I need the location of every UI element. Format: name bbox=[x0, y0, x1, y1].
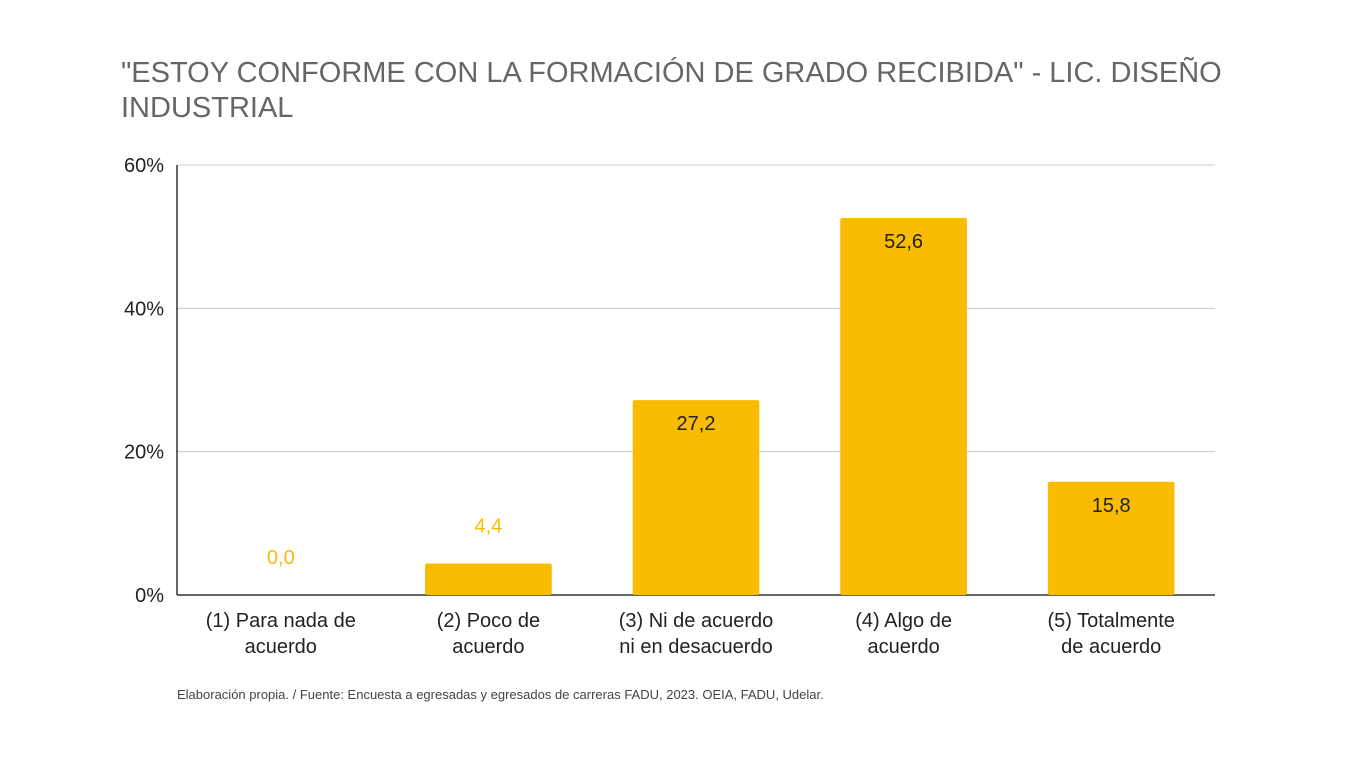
x-tick-label: (3) Ni de acuerdo ni en desacuerdo bbox=[619, 610, 774, 658]
bar bbox=[1047, 481, 1175, 595]
data-label: 0,0 bbox=[267, 547, 295, 569]
y-tick-label: 20% bbox=[124, 442, 164, 464]
data-label: 27,2 bbox=[677, 413, 716, 435]
x-tick-label: (5) Totalmente de acuerdo bbox=[1047, 610, 1174, 658]
x-tick-label: (2) Poco de acuerdo bbox=[437, 610, 540, 658]
source-note: Elaboración propia. / Fuente: Encuesta a… bbox=[177, 687, 824, 702]
data-label: 52,6 bbox=[884, 231, 923, 253]
bar bbox=[425, 563, 552, 595]
data-label: 4,4 bbox=[474, 515, 502, 537]
data-label: 15,8 bbox=[1092, 495, 1131, 517]
y-tick-label: 0% bbox=[135, 585, 164, 607]
y-tick-label: 60% bbox=[124, 155, 164, 177]
bar bbox=[632, 400, 760, 595]
x-tick-label: (4) Algo de acuerdo bbox=[855, 610, 952, 658]
chart-title: "ESTOY CONFORME CON LA FORMACIÓN DE GRAD… bbox=[121, 57, 1222, 124]
bar bbox=[840, 218, 967, 596]
y-tick-label: 40% bbox=[124, 298, 164, 320]
x-tick-label: (1) Para nada de acuerdo bbox=[206, 610, 356, 658]
